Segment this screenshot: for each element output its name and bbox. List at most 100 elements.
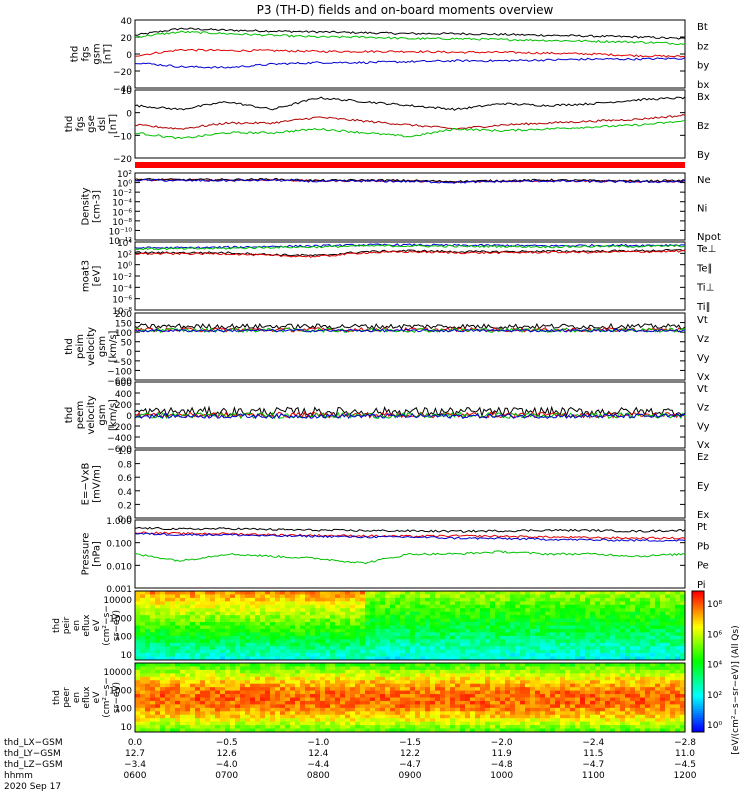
spectrogram-cell (250, 635, 256, 640)
spectrogram-cell (490, 628, 496, 633)
spectrogram-cell (295, 653, 301, 657)
spectrogram-cell (550, 707, 556, 712)
spectrogram-cell (405, 680, 411, 685)
spectrogram-cell (240, 618, 246, 623)
spectrogram-cell (285, 683, 291, 688)
spectrogram-cell (510, 673, 516, 678)
spectrogram-cell (435, 608, 441, 613)
spectrogram-cell (205, 663, 211, 667)
spectrogram-cell (395, 669, 401, 674)
spectrogram-cell (255, 683, 261, 688)
spectrogram-cell (160, 683, 166, 688)
spectrogram-cell (535, 663, 541, 667)
spectrogram-cell (505, 687, 511, 691)
spectrogram-cell (255, 704, 261, 709)
spectrogram-cell (335, 707, 341, 712)
spectrogram-cell (495, 687, 501, 691)
spectrogram-cell (255, 697, 261, 702)
spectrogram-cell (400, 611, 406, 616)
spectrogram-cell (175, 676, 181, 681)
spectrogram-cell (615, 663, 621, 667)
spectrogram-cell (530, 622, 536, 626)
spectrogram-cell (375, 690, 381, 695)
spectrogram-cell (425, 669, 431, 674)
spectrogram-cell (435, 649, 441, 654)
spectrogram-cell (535, 666, 541, 671)
colorbar-band (692, 715, 704, 719)
spectrogram-cell (525, 666, 531, 671)
spectrogram-cell (490, 694, 496, 698)
spectrogram-cell (265, 725, 271, 729)
spectrogram-cell (405, 642, 411, 647)
spectrogram-cell (610, 649, 616, 654)
spectrogram-cell (530, 656, 536, 661)
spectrogram-cell (455, 597, 461, 602)
spectrogram-cell (535, 697, 541, 702)
spectrogram-cell (325, 628, 331, 633)
spectrogram-cell (595, 622, 601, 626)
spectrogram-cell (555, 680, 561, 685)
spectrogram-cell (380, 649, 386, 654)
spectrogram-cell (260, 597, 266, 602)
spectrogram-cell (355, 597, 361, 602)
spectrogram-cell (560, 669, 566, 674)
series-line (134, 57, 686, 69)
spectrogram-cell (145, 707, 151, 712)
spectrogram-cell (600, 597, 606, 602)
spectrogram-cell (675, 632, 681, 637)
spectrogram-cell (290, 656, 296, 661)
spectrogram-cell (355, 676, 361, 681)
spectrogram-cell (260, 718, 266, 723)
spectrogram-cell (530, 711, 536, 716)
spectrogram-cell (560, 618, 566, 623)
spectrogram-cell (520, 673, 526, 678)
spectrogram-cell (270, 646, 276, 651)
spectrogram-cell (525, 653, 531, 657)
spectrogram-cell (445, 666, 451, 671)
spectrogram-cell (295, 604, 301, 609)
spectrogram-cell (620, 663, 626, 667)
spectrogram-cell (170, 642, 176, 647)
spectrogram-cell (495, 642, 501, 647)
spectrogram-cell (595, 676, 601, 681)
spectrogram-cell (535, 646, 541, 651)
spectrogram-cell (210, 635, 216, 640)
series-line (134, 532, 686, 542)
spectrogram-cell (320, 669, 326, 674)
spectrogram-cell (580, 639, 586, 644)
spectrogram-cell (680, 628, 686, 633)
spectrogram-cell (185, 642, 191, 647)
spectrogram-cell (170, 635, 176, 640)
spectrogram-cell (610, 656, 616, 661)
spectrogram-cell (525, 604, 531, 609)
spectrogram-cell (500, 642, 506, 647)
spectrogram-cell (440, 601, 446, 606)
spectrogram-cell (460, 714, 466, 719)
spectrogram-cell (335, 721, 341, 726)
spectrogram-cell (400, 622, 406, 626)
spectrogram-cell (240, 632, 246, 637)
spectrogram-cell (200, 628, 206, 633)
colorbar-frame (691, 590, 705, 733)
spectrogram-cell (650, 700, 656, 705)
spectrogram-cell (260, 646, 266, 651)
spectrogram-cell (290, 642, 296, 647)
spectrogram-cell (250, 704, 256, 709)
spectrogram-cell (375, 718, 381, 723)
spectrogram-cell (580, 642, 586, 647)
spectrogram-cell (175, 669, 181, 674)
spectrogram-cell (330, 687, 336, 691)
spectrogram-cell (295, 697, 301, 702)
spectrogram-cell (235, 711, 241, 716)
spectrogram-cell (315, 707, 321, 712)
spectrogram-cell (295, 649, 301, 654)
spectrogram-cell (150, 604, 156, 609)
spectrogram-cell (170, 718, 176, 723)
spectrogram-cell (670, 694, 676, 698)
spectrogram-cell (550, 663, 556, 667)
spectrogram-cell (380, 666, 386, 671)
spectrogram-cell (560, 632, 566, 637)
spectrogram-cell (390, 635, 396, 640)
y-tick-label: 10⁴ (117, 239, 132, 249)
